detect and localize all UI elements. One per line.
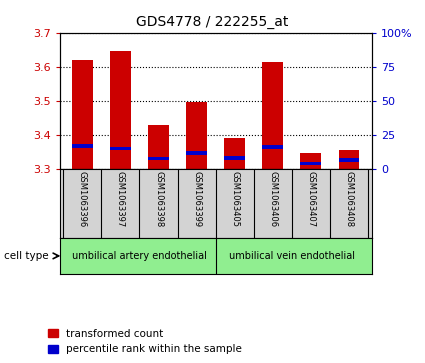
Text: GSM1063398: GSM1063398 xyxy=(154,171,163,227)
Bar xyxy=(224,156,245,160)
Bar xyxy=(300,162,321,166)
Text: GDS4778 / 222255_at: GDS4778 / 222255_at xyxy=(136,15,289,29)
Bar xyxy=(110,52,131,169)
Text: cell type: cell type xyxy=(4,251,49,261)
Text: GSM1063408: GSM1063408 xyxy=(345,171,354,227)
Bar xyxy=(148,125,169,169)
Text: umbilical vein endothelial: umbilical vein endothelial xyxy=(229,251,355,261)
Text: GSM1063396: GSM1063396 xyxy=(78,171,87,227)
Bar xyxy=(262,144,283,149)
Bar xyxy=(148,157,169,160)
Text: GSM1063405: GSM1063405 xyxy=(230,171,239,227)
Text: GSM1063397: GSM1063397 xyxy=(116,171,125,227)
Bar xyxy=(224,138,245,169)
Text: GSM1063407: GSM1063407 xyxy=(306,171,315,227)
Bar xyxy=(186,151,207,155)
Bar xyxy=(339,150,360,169)
Text: GSM1063406: GSM1063406 xyxy=(268,171,278,227)
Text: GSM1063399: GSM1063399 xyxy=(192,171,201,227)
Bar xyxy=(339,158,360,162)
Bar xyxy=(72,60,93,169)
Bar xyxy=(300,154,321,169)
Bar xyxy=(72,144,93,148)
Bar xyxy=(186,102,207,169)
Bar xyxy=(262,62,283,169)
Legend: transformed count, percentile rank within the sample: transformed count, percentile rank withi… xyxy=(48,329,242,354)
Text: umbilical artery endothelial: umbilical artery endothelial xyxy=(72,251,207,261)
Bar xyxy=(110,147,131,150)
